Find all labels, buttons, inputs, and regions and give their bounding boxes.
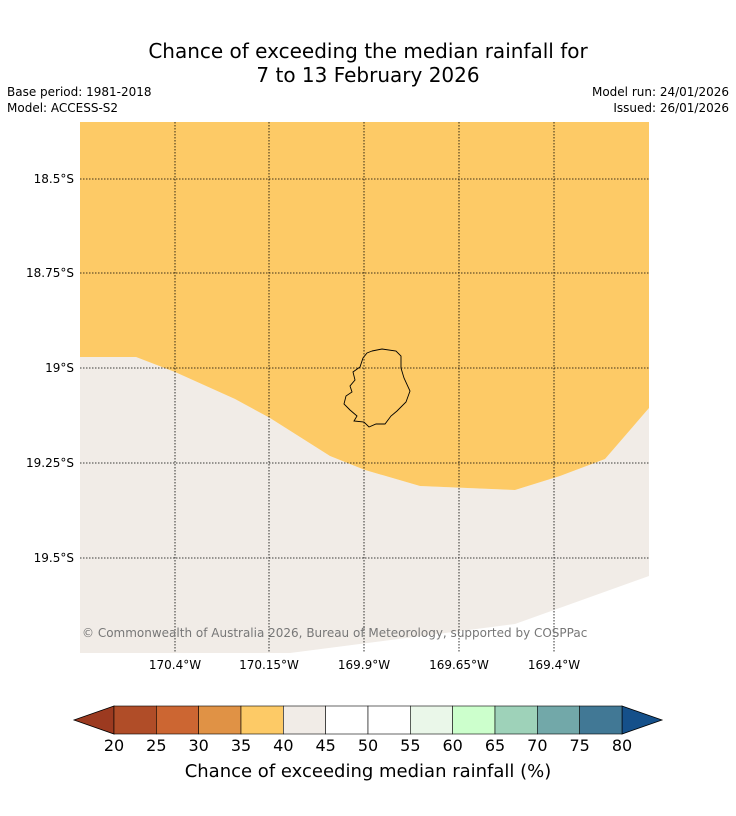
colorbar-tick-label: 60 xyxy=(442,736,462,755)
colorbar-bin xyxy=(113,705,157,735)
lon-label: 169.65°W xyxy=(429,658,489,672)
colorbar-tick-label: 65 xyxy=(485,736,505,755)
colorbar-bin xyxy=(410,705,453,735)
colorbar-tick-label: 40 xyxy=(273,736,293,755)
meta-right: Model run: 24/01/2026 Issued: 26/01/2026 xyxy=(592,84,729,116)
colorbar-tick-label: 55 xyxy=(400,736,420,755)
lon-label: 170.4°W xyxy=(149,658,201,672)
colorbar-bin xyxy=(579,705,623,735)
issued-date: Issued: 26/01/2026 xyxy=(613,101,729,115)
colorbar-bin xyxy=(367,705,411,735)
colorbar-tick-label: 80 xyxy=(612,736,632,755)
lon-label: 170.15°W xyxy=(239,658,299,672)
colorbar-tick-label: 75 xyxy=(569,736,589,755)
colorbar-bin xyxy=(494,705,538,735)
colorbar-bin xyxy=(537,705,580,735)
title-line-1: Chance of exceeding the median rainfall … xyxy=(148,39,588,63)
colorbar-tick-label: 45 xyxy=(315,736,335,755)
title-line-2: 7 to 13 February 2026 xyxy=(256,63,480,87)
lat-label: 18.75°S xyxy=(26,266,74,280)
colorbar-tick-label: 35 xyxy=(231,736,251,755)
colorbar-tick-label: 25 xyxy=(146,736,166,755)
lon-label: 169.4°W xyxy=(528,658,580,672)
colorbar-title: Chance of exceeding median rainfall (%) xyxy=(184,761,552,782)
region-upper-35-40 xyxy=(80,122,649,490)
base-period: Base period: 1981-2018 xyxy=(7,85,152,99)
colorbar-bin xyxy=(283,705,326,735)
lon-label: 169.9°W xyxy=(338,658,390,672)
colorbar-bins xyxy=(72,705,664,735)
lat-label: 18.5°S xyxy=(34,172,74,186)
lat-label: 19.5°S xyxy=(34,551,74,565)
colorbar-over-arrow xyxy=(621,705,664,735)
copyright-text: © Commonwealth of Australia 2026, Bureau… xyxy=(82,626,587,640)
colorbar-bin xyxy=(452,705,496,735)
meta-left: Base period: 1981-2018 Model: ACCESS-S2 xyxy=(7,84,152,116)
colorbar-tick-label: 20 xyxy=(104,736,124,755)
longitude-labels: 170.4°W 170.15°W 169.9°W 169.65°W 169.4°W xyxy=(149,658,580,672)
model-run: Model run: 24/01/2026 xyxy=(591,85,729,99)
colorbar-tick-label: 30 xyxy=(188,736,208,755)
map-gridlines xyxy=(80,122,649,653)
colorbar-tick-labels: 20 25 30 35 40 45 50 55 60 65 70 75 80 xyxy=(104,736,632,755)
model-name: Model: ACCESS-S2 xyxy=(7,101,119,115)
latitude-labels: 18.5°S 18.75°S 19°S 19.25°S 19.5°S xyxy=(26,172,74,565)
colorbar-bin xyxy=(325,705,369,735)
colorbar-under-arrow xyxy=(72,705,115,735)
lat-label: 19°S xyxy=(45,361,74,375)
colorbar-bin xyxy=(156,705,199,735)
colorbar-bin xyxy=(240,705,284,735)
region-lower-45-50 xyxy=(80,357,649,653)
colorbar-bin xyxy=(198,705,242,735)
lat-label: 19.25°S xyxy=(26,456,74,470)
map-panel: 18.5°S18.75°S19°S19.25°S19.5°S 170.4°W 17… xyxy=(26,122,649,672)
colorbar-tick-label: 70 xyxy=(527,736,547,755)
colorbar-tick-label: 50 xyxy=(358,736,378,755)
